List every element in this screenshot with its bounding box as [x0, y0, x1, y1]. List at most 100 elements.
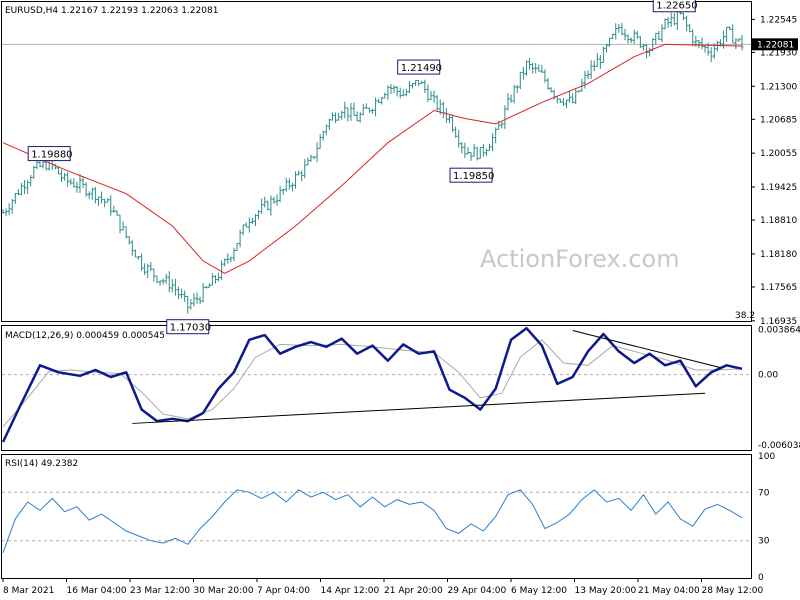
- price-bar: [586, 70, 590, 80]
- price-bar: [515, 85, 519, 94]
- price-bar: [136, 256, 140, 260]
- moving-average-line: [2, 43, 743, 274]
- price-bar: [130, 240, 134, 256]
- price-bar: [38, 160, 42, 168]
- current-price-label: 1.22081: [757, 40, 794, 50]
- price-bar: [629, 37, 633, 44]
- price-bar: [167, 271, 171, 293]
- price-bar: [87, 191, 91, 199]
- price-bar: [330, 112, 334, 121]
- price-bar: [161, 278, 165, 285]
- price-bar: [146, 263, 150, 279]
- price-bar: [266, 200, 270, 211]
- price-bar: [195, 292, 199, 304]
- watermark-layer: ActionForex.com: [480, 245, 680, 273]
- price-bar: [654, 32, 658, 45]
- price-bar: [617, 24, 621, 33]
- macd-line: [1, 326, 743, 443]
- price-bar: [383, 92, 387, 99]
- price-bar: [623, 28, 627, 41]
- price-y-tick-label: 1.21300: [760, 82, 797, 92]
- price-bar: [204, 286, 208, 289]
- price-bar: [361, 103, 365, 116]
- price-bar: [494, 127, 498, 144]
- price-bar: [509, 94, 513, 103]
- price-bar: [173, 278, 177, 296]
- price-bar: [198, 296, 202, 305]
- price-annotation-label: 1.19880: [31, 150, 72, 161]
- price-bar: [247, 217, 251, 233]
- price-bar: [1, 208, 5, 214]
- price-bar: [540, 64, 544, 73]
- price-bar: [238, 229, 242, 248]
- price-bar: [709, 47, 713, 63]
- price-bar: [561, 98, 565, 107]
- x-tick-label: 21 May 04:00: [638, 586, 700, 596]
- price-y-tick-label: 1.18180: [760, 250, 797, 260]
- price-bar: [260, 198, 264, 215]
- price-bar: [127, 236, 131, 245]
- price-bar: [220, 260, 224, 281]
- fib-label: 38.2: [735, 311, 755, 321]
- price-bar: [737, 38, 741, 43]
- price-bar: [78, 174, 82, 193]
- price-bar: [112, 205, 116, 213]
- macd-y-tick-label: 0.003864: [758, 326, 800, 336]
- price-y-tick-label: 1.16935: [760, 317, 797, 327]
- axes-layer: 1.22545 1.21930 1.21300 1.20685 1.20055 1.194…: [2, 15, 800, 596]
- price-bar: [164, 273, 168, 284]
- price-bar: [250, 217, 254, 225]
- price-annotation: 1.22650: [652, 0, 698, 13]
- price-bar: [115, 210, 119, 216]
- price-bar: [537, 64, 541, 72]
- price-y-tick-label: 1.20055: [760, 149, 797, 159]
- price-bar: [414, 80, 418, 87]
- price-y-tick-label: 1.17565: [760, 283, 797, 293]
- price-bar: [210, 273, 214, 286]
- price-bar: [281, 188, 285, 195]
- price-bar: [725, 26, 729, 43]
- price-bar: [269, 195, 273, 216]
- price-bar: [300, 170, 304, 182]
- price-bar: [297, 170, 301, 176]
- price-bar: [177, 286, 181, 300]
- price-y-tick-label: 1.21930: [760, 48, 797, 58]
- price-bar: [601, 46, 605, 64]
- price-bar: [4, 208, 8, 216]
- price-bar: [466, 147, 470, 155]
- price-y-tick-label: 1.20685: [760, 115, 797, 125]
- price-bar: [75, 181, 79, 193]
- price-annotation: 1.21490: [397, 59, 442, 75]
- price-bar: [407, 81, 411, 93]
- price-bar: [524, 60, 528, 76]
- price-bar: [641, 43, 645, 51]
- price-bar: [534, 62, 538, 74]
- price-y-tick-label: 1.22545: [760, 15, 797, 25]
- price-bar: [451, 114, 455, 133]
- price-bar: [294, 171, 298, 189]
- price-bar: [432, 90, 436, 103]
- price-bar: [605, 43, 609, 53]
- price-bar: [469, 152, 473, 161]
- price-bar: [691, 29, 695, 47]
- price-bar: [66, 172, 70, 187]
- macd-y-tick-label: -0.006038: [758, 441, 800, 451]
- price-bar: [103, 198, 107, 208]
- price-bar: [244, 222, 248, 228]
- price-bar: [595, 52, 599, 68]
- price-bar: [395, 85, 399, 97]
- price-annotation-label: 1.19850: [453, 171, 494, 182]
- price-bar: [632, 29, 636, 44]
- x-tick-label: 23 Mar 12:00: [130, 586, 190, 596]
- price-bar: [96, 196, 100, 206]
- price-bar: [19, 182, 23, 196]
- price-bar: [441, 101, 445, 119]
- price-bar: [638, 36, 642, 48]
- price-bar: [257, 210, 261, 220]
- price-bar: [429, 90, 433, 101]
- price-bar: [608, 37, 612, 47]
- x-tick-label: 29 Apr 04:00: [448, 586, 507, 596]
- price-bar: [488, 143, 492, 151]
- price-bar: [411, 82, 415, 89]
- price-bar: [186, 295, 190, 314]
